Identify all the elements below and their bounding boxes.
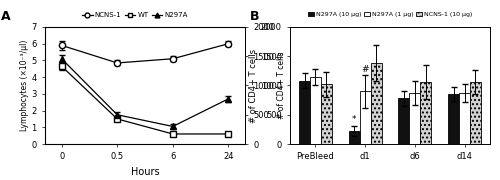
- Legend: N297A (10 μg), N297A (1 μg), NCNS-1 (10 μg): N297A (10 μg), N297A (1 μg), NCNS-1 (10 …: [305, 9, 475, 19]
- Text: A: A: [1, 10, 11, 23]
- Legend: NCNS-1, WT, N297A: NCNS-1, WT, N297A: [80, 9, 190, 21]
- Text: #: #: [362, 64, 369, 73]
- Y-axis label: # of CD4+ T cells: # of CD4+ T cells: [277, 52, 286, 119]
- Y-axis label: Lymphocytes (×10⁻³/μl): Lymphocytes (×10⁻³/μl): [20, 40, 28, 131]
- X-axis label: Hours: Hours: [130, 167, 160, 177]
- Bar: [310, 77, 321, 144]
- Y-axis label: # of CD4+ T cells: # of CD4+ T cells: [249, 48, 258, 123]
- Bar: [360, 91, 370, 144]
- Text: *: *: [352, 115, 356, 124]
- Text: B: B: [250, 10, 260, 23]
- Bar: [349, 130, 360, 144]
- Bar: [398, 98, 409, 144]
- Bar: [410, 93, 420, 144]
- Bar: [459, 93, 470, 144]
- Bar: [470, 82, 481, 144]
- Bar: [370, 63, 382, 144]
- Bar: [321, 84, 332, 144]
- Bar: [448, 94, 459, 144]
- Bar: [299, 81, 310, 144]
- Bar: [420, 82, 431, 144]
